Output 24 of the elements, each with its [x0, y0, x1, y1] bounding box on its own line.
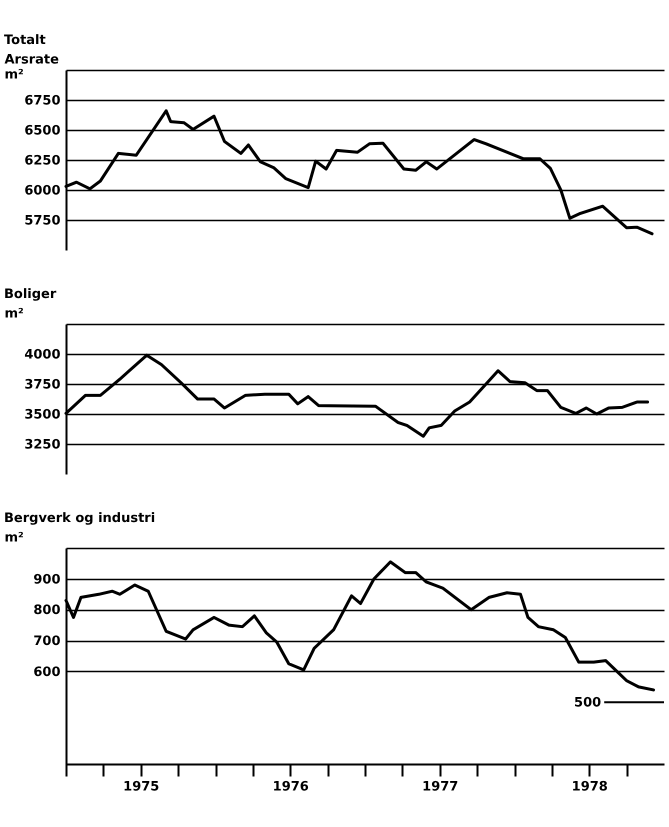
y-tick-label: 700 [33, 634, 60, 650]
y-tick-label: 6250 [24, 154, 60, 168]
y-tick-label: 4000 [24, 348, 60, 362]
y-tick-label: 5750 [24, 214, 60, 228]
y-axis-title: m² [4, 306, 24, 322]
y-axis-title: Arsrate m² [4, 52, 60, 82]
y-tick-label: 800 [33, 603, 60, 618]
chart-title: Boliger [4, 287, 57, 302]
y-tick-label: 3750 [24, 378, 60, 392]
y-tick-label: 900 [33, 572, 60, 588]
chart-title: Totalt [4, 33, 46, 48]
y-tick-label: 3500 [24, 408, 60, 422]
y-tick-label: 6750 [24, 94, 60, 108]
x-tick-label: 1976 [272, 780, 309, 794]
ref-line-label: 500 [574, 695, 602, 710]
y-axis-title: m² [4, 530, 24, 546]
chart-title: Bergverk og industri [4, 511, 156, 526]
y-tick-label: 3250 [24, 438, 60, 452]
y-tick-label: 6000 [24, 184, 60, 198]
x-tick-label: 1975 [123, 780, 160, 794]
y-tick-label: 600 [33, 664, 60, 680]
x-tick-label: 1978 [572, 780, 608, 794]
x-tick-label: 1977 [422, 780, 458, 794]
y-tick-label: 6500 [24, 124, 60, 138]
